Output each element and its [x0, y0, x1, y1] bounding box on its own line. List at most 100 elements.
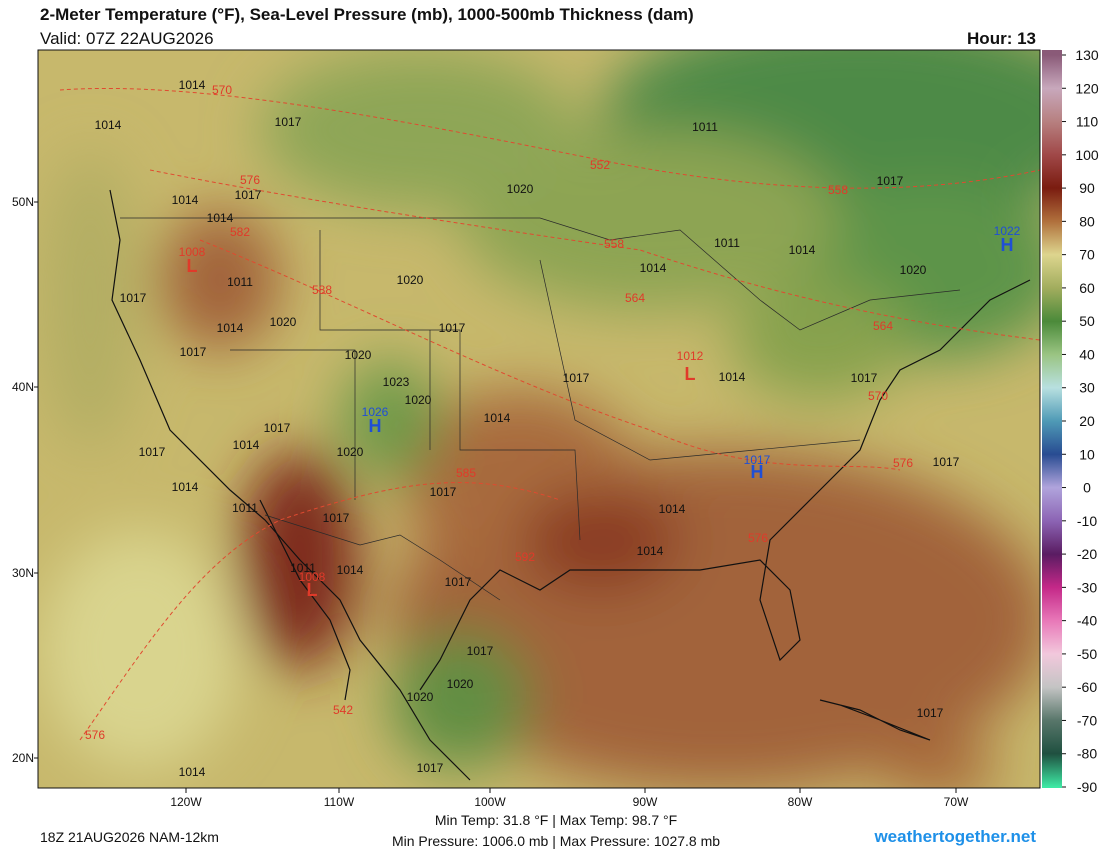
contour-label: 1012: [677, 349, 704, 363]
colorbar-tick-label: -40: [1077, 613, 1097, 629]
contour-label: 1026: [362, 405, 389, 419]
coastlines: [109, 189, 1031, 781]
colorbar-tick-label: -60: [1077, 679, 1097, 695]
contour-label: 1011: [714, 236, 740, 250]
valid-time: Valid: 07Z 22AUG2026: [40, 29, 214, 48]
contour-label: 1020: [407, 690, 434, 704]
contour-label: 1017: [933, 455, 960, 469]
contour-label: 1017: [563, 371, 590, 385]
colorbar-tick-label: 10: [1079, 446, 1095, 462]
contour-label: 1014: [95, 118, 122, 132]
contour-label: 1017: [744, 453, 771, 467]
contour-label: 1017: [445, 575, 472, 589]
contour-label: 542: [333, 703, 353, 717]
contour-label: 1011: [290, 561, 316, 575]
colorbar-tick-label: -90: [1077, 779, 1097, 795]
model-run: 18Z 21AUG2026 NAM-12km: [40, 829, 219, 845]
forecast-hour: Hour: 13: [967, 29, 1036, 48]
contour-label: 1017: [439, 321, 466, 335]
colorbar-tick-label: 70: [1079, 247, 1095, 263]
contour-label: 1014: [233, 438, 260, 452]
contour-label: 1014: [640, 261, 667, 275]
contour-label: 1017: [917, 706, 944, 720]
pressure-center: H: [751, 462, 764, 482]
lon-label: 100W: [474, 795, 506, 809]
contour-label: 1017: [877, 174, 904, 188]
pressure-center: L: [187, 256, 198, 276]
contour-label: 1020: [405, 393, 432, 407]
site-link[interactable]: weathertogether.net: [873, 827, 1036, 846]
contour-label: 592: [515, 550, 535, 564]
contour-label: 1017: [430, 485, 457, 499]
lon-label: 110W: [324, 795, 355, 809]
lat-label: 30N: [12, 566, 34, 580]
colorbar-tick-label: 20: [1079, 413, 1095, 429]
colorbar-tick-label: 80: [1079, 213, 1095, 229]
contour-label: 1017: [139, 445, 166, 459]
colorbar-tick-label: 60: [1079, 280, 1095, 296]
contour-label: 588: [312, 283, 332, 297]
colorbar-tick-label: 40: [1079, 346, 1095, 362]
pressure-range: Min Pressure: 1006.0 mb | Max Pressure: …: [392, 833, 720, 849]
colorbar-ticks: 1301201101009080706050403020100-10-20-30…: [1062, 47, 1099, 795]
contour-label: 1023: [383, 375, 410, 389]
contour-label: 1014: [179, 765, 206, 779]
pressure-center: H: [1001, 235, 1014, 255]
colorbar-tick-label: 110: [1076, 114, 1099, 130]
title: 2-Meter Temperature (°F), Sea-Level Pres…: [40, 5, 694, 24]
contour-label: 1020: [270, 315, 297, 329]
contour-label: 1014: [179, 78, 206, 92]
colorbar: [1042, 50, 1062, 788]
contour-label: 576: [85, 728, 105, 742]
lon-label: 90W: [633, 795, 658, 809]
contour-label: 1014: [172, 480, 199, 494]
contour-label: 1020: [900, 263, 927, 277]
contour-label: 1017: [323, 511, 350, 525]
contour-label: 558: [604, 237, 624, 251]
contour-label: 576: [748, 531, 768, 545]
lat-label: 50N: [12, 195, 34, 209]
contour-label: 1014: [207, 211, 234, 225]
contour-label: 1014: [719, 370, 746, 384]
contour-label: 1017: [851, 371, 878, 385]
contour-label: 1017: [467, 644, 494, 658]
contour-label: 1011: [232, 501, 258, 515]
contour-label: 1014: [789, 243, 816, 257]
contour-label: 570: [868, 389, 888, 403]
colorbar-tick-label: -70: [1077, 712, 1097, 728]
contour-label: 552: [590, 158, 610, 172]
lon-label: 70W: [944, 795, 969, 809]
colorbar-tick-label: 30: [1079, 380, 1095, 396]
lon-label: 120W: [170, 795, 202, 809]
contour-label: 1017: [275, 115, 302, 129]
contour-label: 1008: [299, 570, 326, 584]
colorbar-tick-label: -80: [1077, 746, 1097, 762]
contour-label: 1014: [484, 411, 511, 425]
contour-label: 1020: [397, 273, 424, 287]
contour-label: 1017: [264, 421, 291, 435]
colorbar-tick-label: -50: [1077, 646, 1097, 662]
contour-label: 1014: [659, 502, 686, 516]
contour-label: 1020: [507, 182, 534, 196]
borders: [120, 217, 961, 601]
colorbar-tick-label: 100: [1075, 147, 1099, 163]
axis-labels: 50N 40N 30N 20N 120W 110W 100W 90W 80W 70W: [12, 195, 969, 809]
lat-label: 40N: [12, 380, 34, 394]
pressure-center: L: [307, 580, 318, 600]
contour-label: 1008: [179, 245, 206, 259]
thickness-contours: [59, 87, 1040, 741]
contour-label: 1017: [235, 188, 262, 202]
colorbar-tick-label: 120: [1075, 80, 1099, 96]
contour-label: 1022: [994, 224, 1021, 238]
contour-label: 1011: [692, 120, 718, 134]
contour-label: 1014: [172, 193, 199, 207]
contour-label: 1011: [227, 275, 253, 289]
colorbar-tick-label: 130: [1075, 47, 1099, 63]
lat-label: 20N: [12, 751, 34, 765]
colorbar-tick-label: -20: [1077, 546, 1097, 562]
contour-label: 1020: [447, 677, 474, 691]
contour-label: 570: [212, 83, 232, 97]
contour-label: 585: [456, 466, 476, 480]
